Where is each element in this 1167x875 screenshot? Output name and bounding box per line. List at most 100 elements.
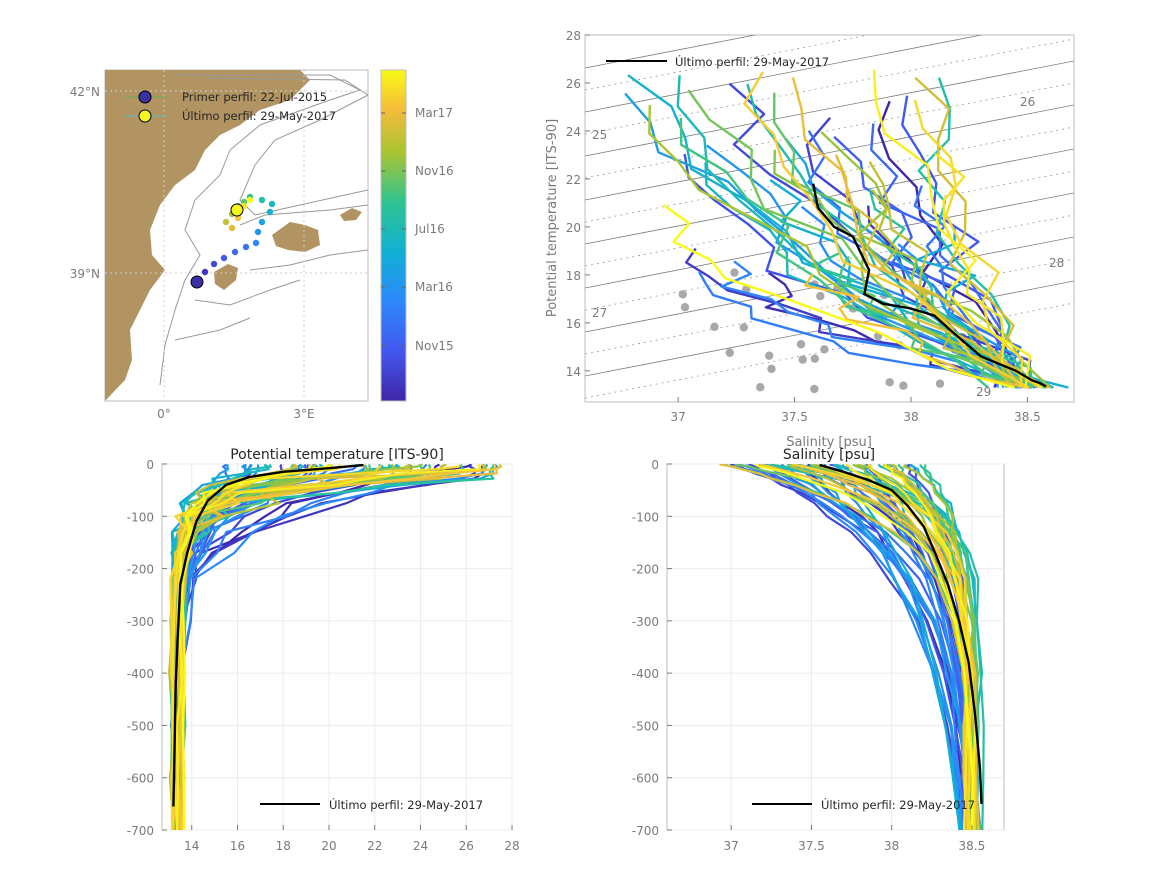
- lon-tick: 3°E: [293, 407, 314, 421]
- track-point: [246, 196, 254, 204]
- climatology-point: [678, 290, 687, 299]
- ts-ytick-label: 26: [566, 77, 581, 91]
- density-label: 28: [1049, 256, 1064, 270]
- last-profile-marker: [230, 203, 244, 217]
- s-xtick-label: 38.5: [959, 839, 986, 853]
- ts-profile-line: [698, 271, 1023, 389]
- t-ytick-label: -600: [127, 772, 154, 786]
- temp-last-profile-line: [172, 464, 364, 807]
- first-profile-marker: [190, 275, 204, 289]
- isopycnal-line: [585, 38, 1074, 135]
- t-ytick-label: -700: [127, 824, 154, 838]
- isopycnal-line: [585, 104, 1074, 201]
- t-ytick-label: -400: [127, 667, 154, 681]
- ts-ytick-label: 24: [566, 125, 581, 139]
- ts-legend-label: Último perfil: 29-May-2017: [675, 54, 829, 69]
- t-ytick-label: -300: [127, 615, 154, 629]
- s-profile-line: [763, 464, 984, 830]
- track-point: [254, 228, 262, 236]
- ts-xlabel: Salinity [psu]: [786, 435, 872, 450]
- ts-xtick-label: 37.5: [781, 410, 808, 424]
- climatology-point: [810, 354, 820, 363]
- lon-tick: 0°: [157, 407, 171, 421]
- sal-legend-label: Último perfil: 29-May-2017: [821, 797, 975, 812]
- climatology-point: [767, 364, 776, 374]
- ts-last-profile-line: [812, 183, 1047, 388]
- lat-tick: 42°N: [70, 85, 100, 99]
- t-ytick-label: -500: [127, 719, 154, 733]
- track-point: [222, 218, 230, 226]
- isopycnal-line: [585, 60, 1074, 157]
- temp-legend-label: Último perfil: 29-May-2017: [329, 797, 483, 812]
- colorbar-tick: Nov16: [415, 164, 454, 178]
- isopycnal-line: [585, 35, 757, 69]
- track-point: [220, 254, 228, 262]
- ts-profile-line: [662, 204, 1015, 389]
- s-ytick-label: -600: [632, 772, 659, 786]
- isopycnal-line: [585, 170, 1074, 267]
- isopycnal-line: [585, 214, 1074, 311]
- isopycnal-line: [585, 35, 984, 113]
- ts-ytick-label: 18: [566, 269, 581, 283]
- density-label: 27: [592, 306, 607, 320]
- climatology-point: [710, 322, 719, 332]
- track-point: [201, 268, 209, 276]
- track-point: [258, 196, 266, 204]
- ts-ytick-label: 22: [566, 173, 581, 187]
- track-point: [268, 200, 276, 208]
- t-ytick-label: 0: [146, 458, 154, 472]
- ts-profile-line: [870, 123, 1031, 389]
- sal-legend: Último perfil: 29-May-2017: [752, 797, 975, 812]
- colorbar: Mar17 Nov16 Jul16 Mar16 Nov15: [380, 69, 454, 402]
- colorbar-tick: Jul16: [414, 222, 445, 236]
- ts-profile-line: [679, 117, 989, 389]
- colorbar-tick: Mar17: [415, 106, 453, 120]
- ts-xtick-label: 38: [903, 410, 918, 424]
- climatology-point: [810, 384, 819, 394]
- t-ytick-label: -100: [127, 510, 154, 524]
- colorbar-gradient: [380, 69, 407, 402]
- s-ytick-label: -700: [632, 824, 659, 838]
- s-profile-line: [754, 464, 974, 830]
- track-point: [266, 208, 274, 216]
- ibiza-land: [214, 264, 238, 290]
- climatology-point: [885, 378, 894, 387]
- t-ytick-label: -200: [127, 563, 154, 577]
- ts-profile-line: [648, 105, 1010, 388]
- s-ytick-label: -500: [632, 719, 659, 733]
- isopycnal-line: [585, 126, 1074, 223]
- climatology-point: [798, 355, 807, 364]
- density-label: 29: [976, 385, 991, 399]
- isopycnal-line: [585, 236, 1074, 333]
- climatology-point: [899, 381, 908, 390]
- climatology-point: [796, 340, 806, 349]
- climatology-point: [680, 303, 690, 312]
- legend-first-marker: [138, 90, 152, 104]
- t-xtick-label: 22: [367, 839, 382, 853]
- t-xtick-label: 14: [184, 839, 199, 853]
- sal-title: Salinity [psu]: [783, 447, 875, 463]
- ts-profile-line: [791, 77, 1021, 389]
- climatology-point: [756, 383, 765, 392]
- t-xtick-label: 28: [504, 839, 519, 853]
- legend-last-label: Último perfil: 29-May-2017: [182, 108, 336, 123]
- menorca-land: [340, 208, 362, 221]
- s-ytick-label: -100: [632, 510, 659, 524]
- colorbar-tick: Nov15: [415, 339, 454, 353]
- legend-first-label: Primer perfil: 22-Jul-2015: [182, 90, 327, 104]
- track-point: [242, 243, 250, 251]
- track-point: [252, 239, 260, 247]
- climatology-point: [765, 351, 774, 360]
- ts-ytick-label: 20: [566, 221, 581, 235]
- salinity-profile-panel: 37 37.5 38 38.5 0 -100 -200 -300 -400 -500 -600 -70…: [632, 447, 1005, 853]
- s-xtick-label: 38: [884, 839, 899, 853]
- ts-legend: Último perfil: 29-May-2017: [606, 54, 829, 69]
- climatology-point: [725, 348, 734, 357]
- isopycnal-line: [585, 258, 1074, 355]
- s-xtick-label: 37.5: [798, 839, 825, 853]
- ts-ytick-label: 16: [566, 317, 581, 331]
- ts-xtick-label: 37: [671, 410, 686, 424]
- density-label: 25: [592, 128, 607, 142]
- ts-profile-line: [868, 188, 1034, 388]
